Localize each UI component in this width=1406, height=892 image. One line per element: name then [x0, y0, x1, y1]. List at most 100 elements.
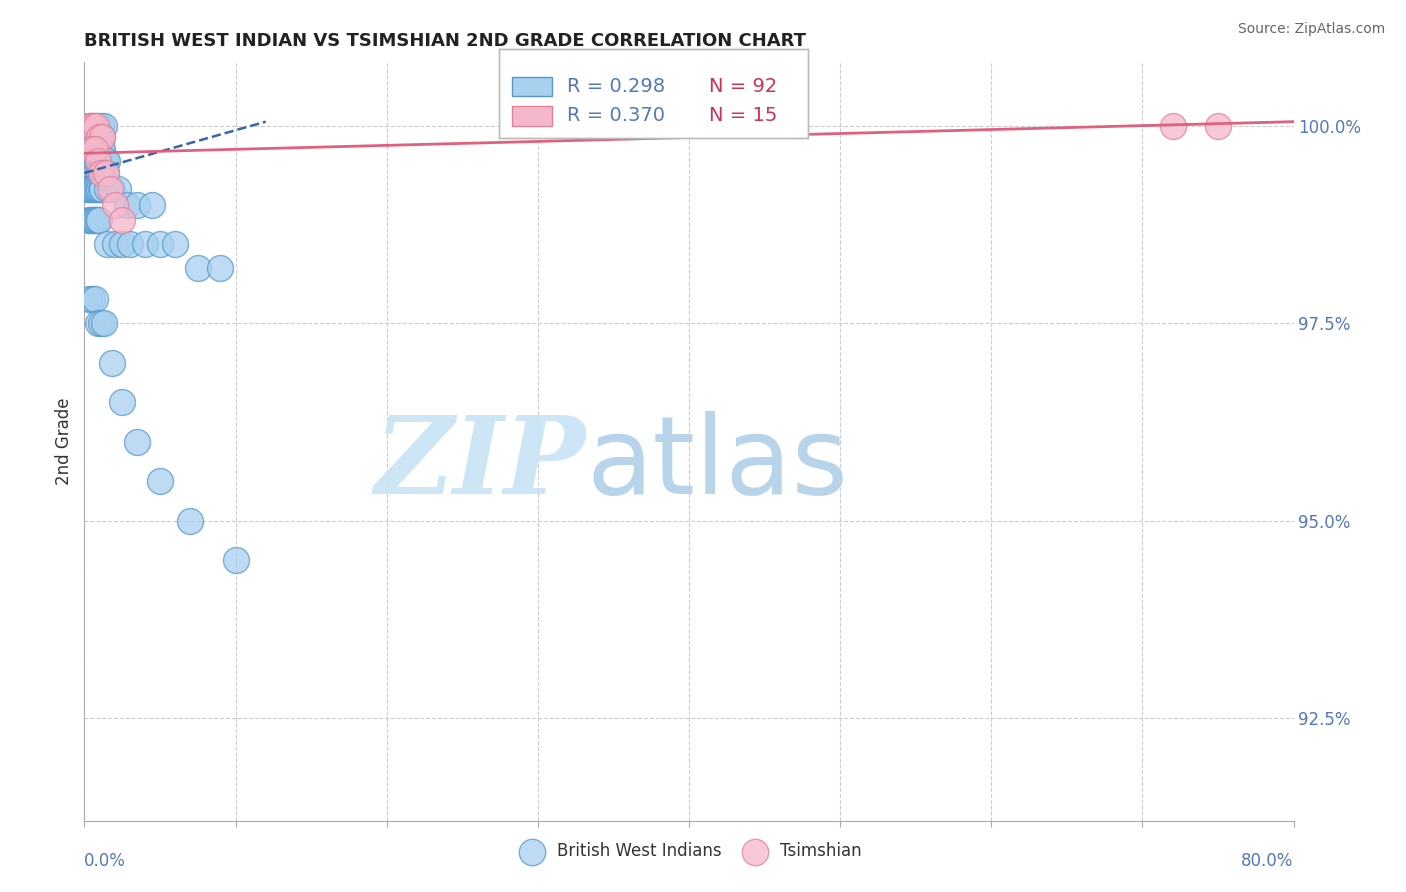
- Point: [79, 182, 101, 196]
- Point: [87, 154, 110, 169]
- Point: [111, 395, 134, 409]
- Text: BRITISH WEST INDIAN VS TSIMSHIAN 2ND GRADE CORRELATION CHART: BRITISH WEST INDIAN VS TSIMSHIAN 2ND GRA…: [84, 32, 807, 50]
- Point: [77, 166, 100, 180]
- Point: [89, 182, 111, 196]
- Point: [1206, 119, 1229, 133]
- Point: [91, 182, 114, 196]
- Point: [89, 213, 111, 227]
- Point: [225, 553, 247, 567]
- Text: atlas: atlas: [586, 411, 848, 517]
- Point: [90, 166, 112, 180]
- Point: [89, 166, 111, 180]
- Point: [87, 142, 110, 156]
- Point: [90, 166, 112, 180]
- Point: [82, 182, 104, 196]
- Point: [94, 166, 117, 180]
- Point: [89, 130, 111, 145]
- Point: [77, 213, 100, 227]
- Point: [82, 213, 104, 227]
- Point: [84, 119, 107, 133]
- Text: 80.0%: 80.0%: [1241, 852, 1294, 871]
- Point: [87, 316, 110, 330]
- Point: [93, 154, 115, 169]
- Point: [79, 119, 101, 133]
- Point: [86, 154, 108, 169]
- Point: [84, 213, 107, 227]
- Point: [93, 166, 115, 180]
- Point: [76, 182, 98, 196]
- Point: [91, 166, 114, 180]
- Point: [80, 142, 103, 156]
- Point: [111, 213, 134, 227]
- Point: [87, 154, 110, 169]
- Point: [115, 197, 138, 211]
- Point: [82, 130, 104, 145]
- Point: [86, 119, 108, 133]
- Point: [84, 182, 107, 196]
- Point: [90, 182, 112, 196]
- Point: [98, 182, 121, 196]
- Point: [87, 119, 110, 133]
- FancyBboxPatch shape: [512, 106, 551, 126]
- Point: [111, 237, 134, 252]
- Point: [84, 166, 107, 180]
- Point: [80, 293, 103, 307]
- Point: [79, 166, 101, 180]
- Point: [79, 142, 101, 156]
- Point: [80, 166, 103, 180]
- Point: [79, 130, 101, 145]
- Point: [82, 119, 104, 133]
- Point: [84, 142, 107, 156]
- Point: [127, 197, 149, 211]
- Point: [149, 237, 172, 252]
- Point: [209, 260, 232, 275]
- Point: [93, 119, 115, 133]
- Text: 0.0%: 0.0%: [84, 852, 127, 871]
- Point: [91, 130, 114, 145]
- Point: [90, 119, 112, 133]
- Text: Source: ZipAtlas.com: Source: ZipAtlas.com: [1237, 22, 1385, 37]
- Point: [77, 119, 100, 133]
- Point: [86, 142, 108, 156]
- Point: [79, 213, 101, 227]
- Point: [149, 474, 172, 488]
- Point: [94, 166, 117, 180]
- Point: [91, 130, 114, 145]
- Text: N = 15: N = 15: [710, 106, 778, 126]
- Point: [89, 154, 111, 169]
- Point: [80, 182, 103, 196]
- Point: [134, 237, 156, 252]
- Point: [100, 355, 122, 369]
- Point: [80, 213, 103, 227]
- Point: [141, 197, 163, 211]
- Point: [76, 154, 98, 169]
- Point: [96, 182, 118, 196]
- Y-axis label: 2nd Grade: 2nd Grade: [55, 398, 73, 485]
- Point: [80, 142, 103, 156]
- Point: [94, 154, 117, 169]
- Point: [90, 154, 112, 169]
- Point: [84, 154, 107, 169]
- Point: [87, 213, 110, 227]
- Point: [84, 142, 107, 156]
- Point: [77, 182, 100, 196]
- Point: [100, 182, 122, 196]
- Point: [91, 142, 114, 156]
- Point: [90, 142, 112, 156]
- Text: R = 0.370: R = 0.370: [567, 106, 665, 126]
- Point: [96, 237, 118, 252]
- Text: R = 0.298: R = 0.298: [567, 77, 665, 96]
- Point: [82, 142, 104, 156]
- Text: N = 92: N = 92: [710, 77, 778, 96]
- Point: [77, 293, 100, 307]
- Point: [104, 237, 127, 252]
- Text: ZIP: ZIP: [375, 411, 586, 517]
- Point: [187, 260, 209, 275]
- Point: [90, 316, 112, 330]
- Point: [86, 213, 108, 227]
- FancyBboxPatch shape: [512, 77, 551, 96]
- Point: [80, 154, 103, 169]
- Point: [89, 142, 111, 156]
- Point: [84, 293, 107, 307]
- Point: [127, 434, 149, 449]
